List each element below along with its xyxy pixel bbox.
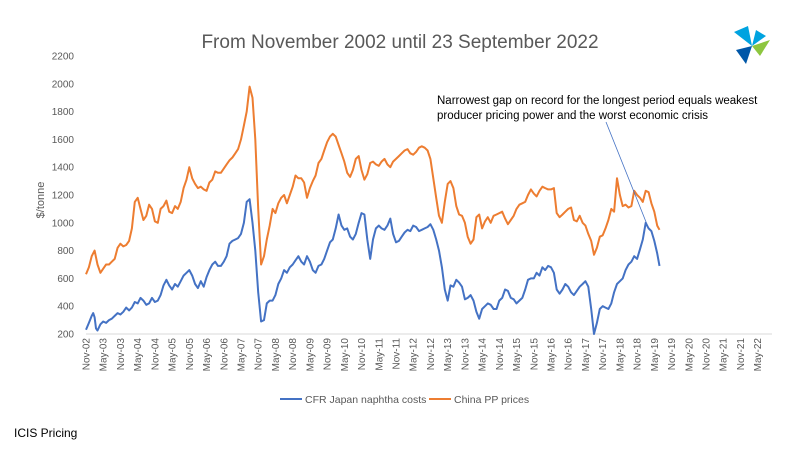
x-axis-ticks: Nov-02 May-03 Nov-03 May-04 Nov-04 May-05 Nov-… [82,338,765,372]
x-tick-label: May-12 [409,338,420,372]
icis-logo-icon [734,26,770,64]
x-tick-label: May-18 [615,338,626,372]
series-lines [85,85,661,335]
x-tick-label: Nov-05 [185,338,196,371]
series-line-naphtha [85,198,661,335]
x-tick-label: Nov-13 [460,338,471,371]
x-tick-label: May-21 [719,338,730,372]
x-tick-label: Nov-08 [288,338,299,371]
annotation: Narrowest gap on record for the longest … [437,95,758,229]
x-tick-label: May-11 [374,338,385,371]
x-tick-label: Nov-03 [116,338,127,371]
x-tick-label: May-05 [168,338,179,372]
y-tick-label: 1400 [52,163,75,174]
x-tick-label: May-03 [99,338,110,372]
x-tick-label: Nov-10 [357,338,368,371]
y-tick-label: 800 [57,246,74,257]
x-tick-label: May-06 [202,338,213,372]
legend-label-pp: China PP prices [454,394,529,406]
x-tick-label: Nov-06 [219,338,230,371]
source-label: ICIS Pricing [14,426,78,440]
y-tick-label: 2000 [52,79,75,90]
y-axis-ticks: 200 400 600 800 1000 1200 1400 1600 1800 2000 2200 [52,52,75,341]
x-tick-label: Nov-07 [254,338,265,371]
x-tick-label: Nov-21 [736,338,747,371]
y-tick-label: 1200 [52,191,75,202]
y-tick-label: 600 [57,274,74,285]
x-tick-label: May-22 [753,338,764,372]
annotation-line-1: Narrowest gap on record for the longest … [437,95,758,107]
y-tick-label: 1600 [52,135,75,146]
x-tick-label: May-13 [443,338,454,372]
y-tick-label: 2200 [52,52,75,63]
x-tick-label: Nov-11 [391,338,402,370]
x-tick-label: Nov-02 [82,338,93,371]
x-tick-label: May-19 [650,338,661,372]
x-tick-label: Nov-17 [598,338,609,371]
series-line-pp [85,85,661,275]
x-tick-label: Nov-09 [323,338,334,371]
legend: CFR Japan naphtha costs China PP prices [280,394,529,406]
x-tick-label: May-15 [512,338,523,372]
annotation-line-2: producer pricing power and the worst eco… [437,110,708,122]
x-tick-label: May-10 [340,338,351,372]
y-axis-label: $/tonne [35,182,47,219]
x-tick-label: Nov-19 [667,338,678,371]
x-tick-label: Nov-18 [633,338,644,371]
x-tick-label: May-17 [581,338,592,372]
annotation-arrow [605,121,649,229]
legend-label-naphtha: CFR Japan naphtha costs [305,394,426,406]
x-tick-label: Nov-12 [426,338,437,371]
x-tick-label: May-16 [546,338,557,372]
x-tick-label: May-14 [478,338,489,372]
chart-title: From November 2002 until 23 September 20… [201,32,598,53]
x-tick-label: May-09 [305,338,316,372]
y-tick-label: 400 [57,302,74,313]
x-tick-label: Nov-20 [701,338,712,371]
y-tick-label: 1000 [52,218,75,229]
x-tick-label: Nov-16 [564,338,575,371]
x-tick-label: Nov-14 [495,338,506,371]
x-tick-label: May-20 [684,338,695,372]
y-tick-label: 1800 [52,107,75,118]
x-tick-label: May-07 [236,338,247,372]
y-tick-label: 200 [57,330,74,341]
x-tick-label: May-04 [133,338,144,372]
x-tick-label: May-08 [271,338,282,372]
x-tick-label: Nov-15 [529,338,540,371]
x-tick-label: Nov-04 [150,338,161,371]
